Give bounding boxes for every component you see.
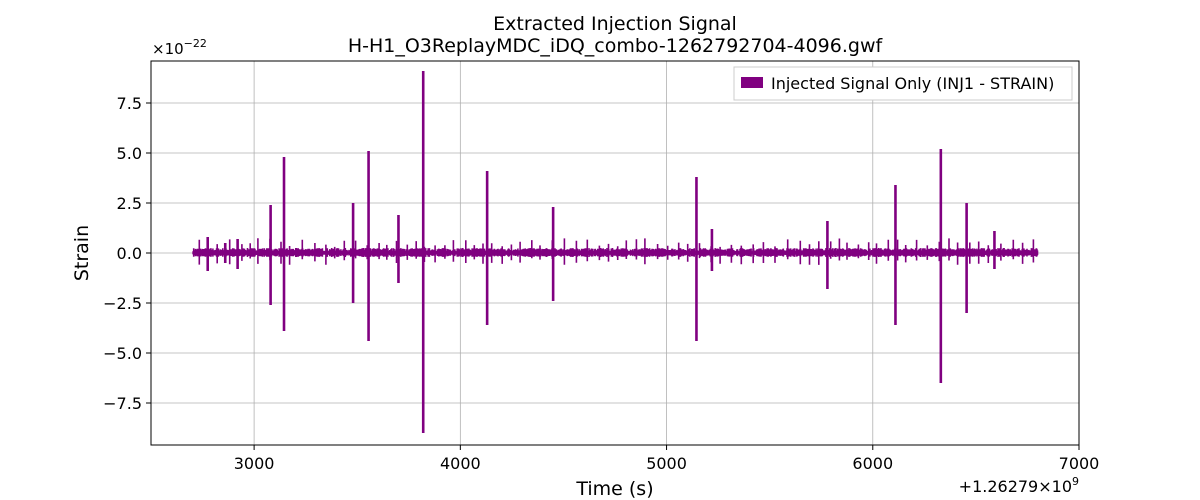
y-tick-label: 5.0 (117, 144, 142, 163)
chart-subtitle: H-H1_O3ReplayMDC_iDQ_combo-1262792704-40… (348, 35, 884, 57)
minor-glitches (198, 238, 1035, 265)
y-multiplier-exp: −22 (184, 37, 207, 50)
y-tick-label: −7.5 (103, 394, 142, 413)
x-tick-label: 4000 (440, 454, 481, 473)
y-tick-label: 0.0 (117, 244, 142, 263)
chart-title: Extracted Injection Signal (493, 13, 737, 35)
y-multiplier-base: ×10 (152, 40, 184, 58)
y-axis-label: Strain (71, 225, 93, 281)
x-offset-exp: 9 (1072, 475, 1079, 488)
y-tick-label: 2.5 (117, 194, 142, 213)
legend-box (733, 66, 1073, 101)
legend-swatch (741, 77, 763, 88)
x-tick-label: 5000 (646, 454, 687, 473)
y-tick-label: −5.0 (103, 344, 142, 363)
y-multiplier: ×10−22 (152, 37, 207, 58)
x-offset: +1.26279×109 (959, 475, 1079, 496)
plot-area (192, 71, 1039, 433)
x-tick-label: 3000 (234, 454, 275, 473)
baseline-band (193, 251, 1038, 255)
legend-label: Injected Signal Only (INJ1 - STRAIN) (771, 74, 1054, 93)
x-tick-label: 7000 (1059, 454, 1100, 473)
x-offset-base: +1.26279×10 (959, 477, 1072, 496)
y-tick-label: −2.5 (103, 294, 142, 313)
x-tick-label: 6000 (852, 454, 893, 473)
y-tick-label: 7.5 (117, 94, 142, 113)
legend: Injected Signal Only (INJ1 - STRAIN) (733, 66, 1073, 101)
ticks: 3000 4000 5000 6000 7000 −7.5 −5.0 −2.5 0.0 2.5 5.… (103, 94, 1099, 473)
x-axis-label: Time (s) (575, 478, 653, 500)
